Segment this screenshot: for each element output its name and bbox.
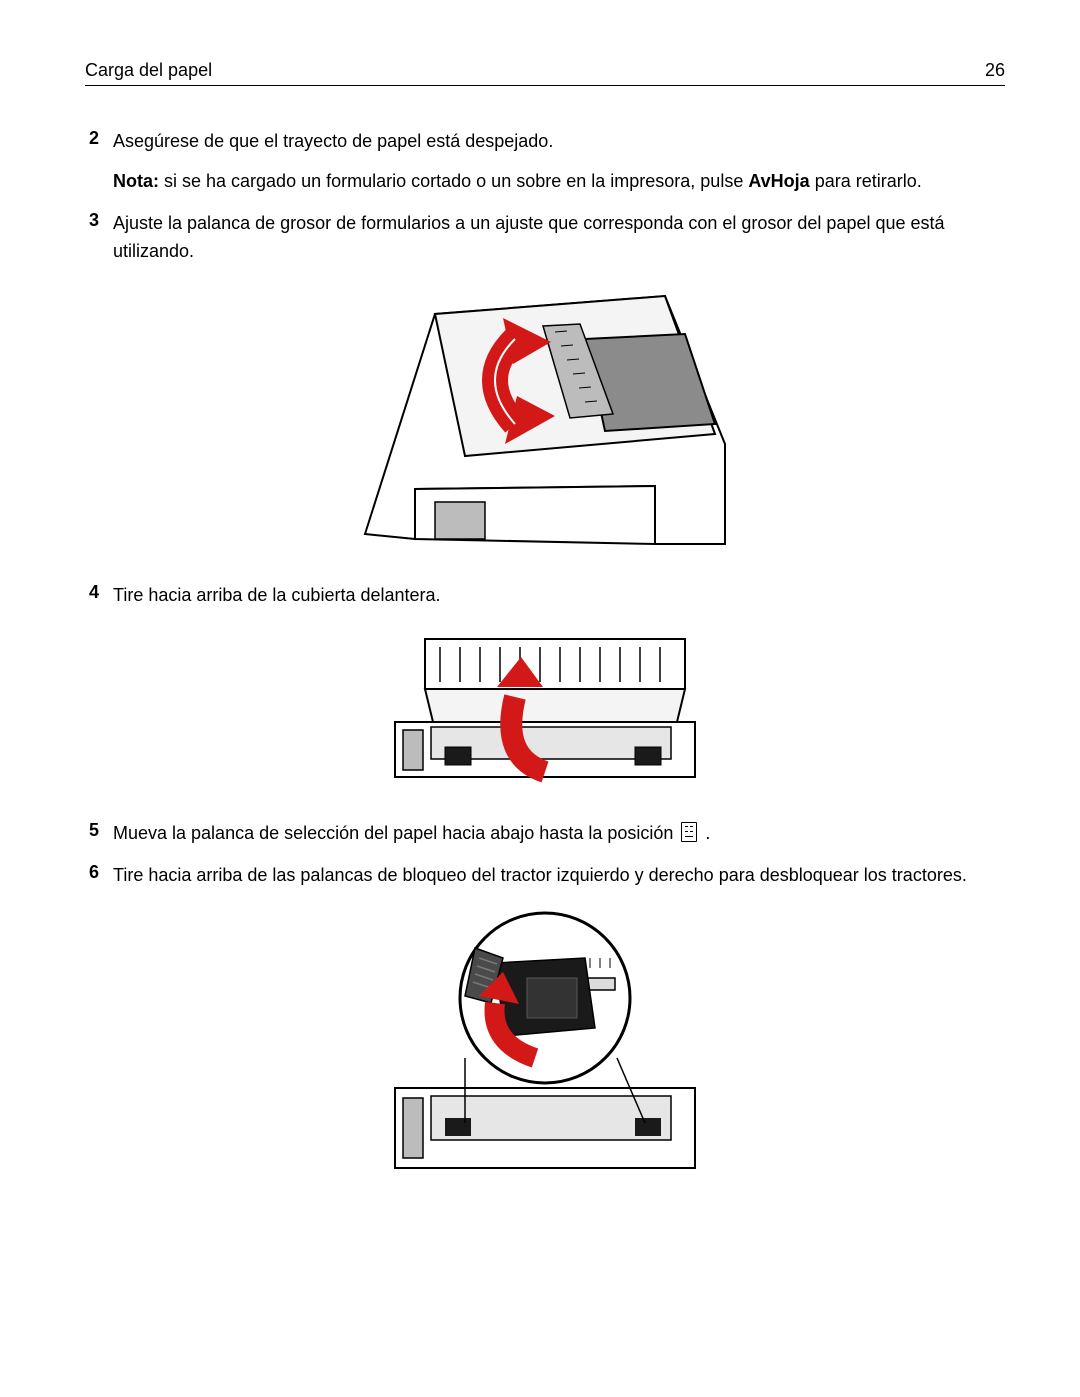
step-6: 6 Tire hacia arriba de las palancas de b…: [85, 862, 1005, 890]
step-text-after: .: [700, 823, 710, 843]
page: Carga del papel 26 2 Asegúrese de que el…: [0, 0, 1080, 1397]
figure-tractor-unlock: [85, 908, 1005, 1198]
note-label: Nota:: [113, 171, 159, 191]
figure-front-cover: [85, 627, 1005, 792]
step-number: 6: [85, 862, 99, 890]
step-number: 5: [85, 820, 99, 848]
step-text: Ajuste la palanca de grosor de formulari…: [113, 213, 945, 261]
step-text: Tire hacia arriba de la cubierta delante…: [113, 585, 441, 605]
step-number: 2: [85, 128, 99, 196]
step-5: 5 Mueva la palanca de selección del pape…: [85, 820, 1005, 848]
step-body: Ajuste la palanca de grosor de formulari…: [113, 210, 1005, 266]
continuous-paper-icon: [681, 822, 697, 842]
step-4: 4 Tire hacia arriba de la cubierta delan…: [85, 582, 1005, 610]
step-number: 4: [85, 582, 99, 610]
step-number: 3: [85, 210, 99, 266]
step-body: Tire hacia arriba de la cubierta delante…: [113, 582, 441, 610]
step-text: Asegúrese de que el trayecto de papel es…: [113, 131, 553, 151]
step-3: 3 Ajuste la palanca de grosor de formula…: [85, 210, 1005, 266]
note-part1: si se ha cargado un formulario cortado o…: [159, 171, 748, 191]
header-page-number: 26: [985, 60, 1005, 81]
step-body: Tire hacia arriba de las palancas de blo…: [113, 862, 967, 890]
step-body: Asegúrese de que el trayecto de papel es…: [113, 128, 922, 196]
step-text: Tire hacia arriba de las palancas de blo…: [113, 865, 967, 885]
note-part2: para retirarlo.: [810, 171, 922, 191]
step-text-before: Mueva la palanca de selección del papel …: [113, 823, 678, 843]
printer-open-cover-illustration: [385, 627, 705, 792]
step-body: Mueva la palanca de selección del papel …: [113, 820, 710, 848]
step-note: Nota: si se ha cargado un formulario cor…: [113, 168, 922, 196]
figure-thickness-lever: [85, 284, 1005, 554]
page-header: Carga del papel 26: [85, 60, 1005, 86]
printer-top-illustration: [355, 284, 735, 554]
header-title: Carga del papel: [85, 60, 212, 81]
step-2: 2 Asegúrese de que el trayecto de papel …: [85, 128, 1005, 196]
tractor-unlock-illustration: [385, 908, 705, 1198]
note-bold: AvHoja: [748, 171, 809, 191]
